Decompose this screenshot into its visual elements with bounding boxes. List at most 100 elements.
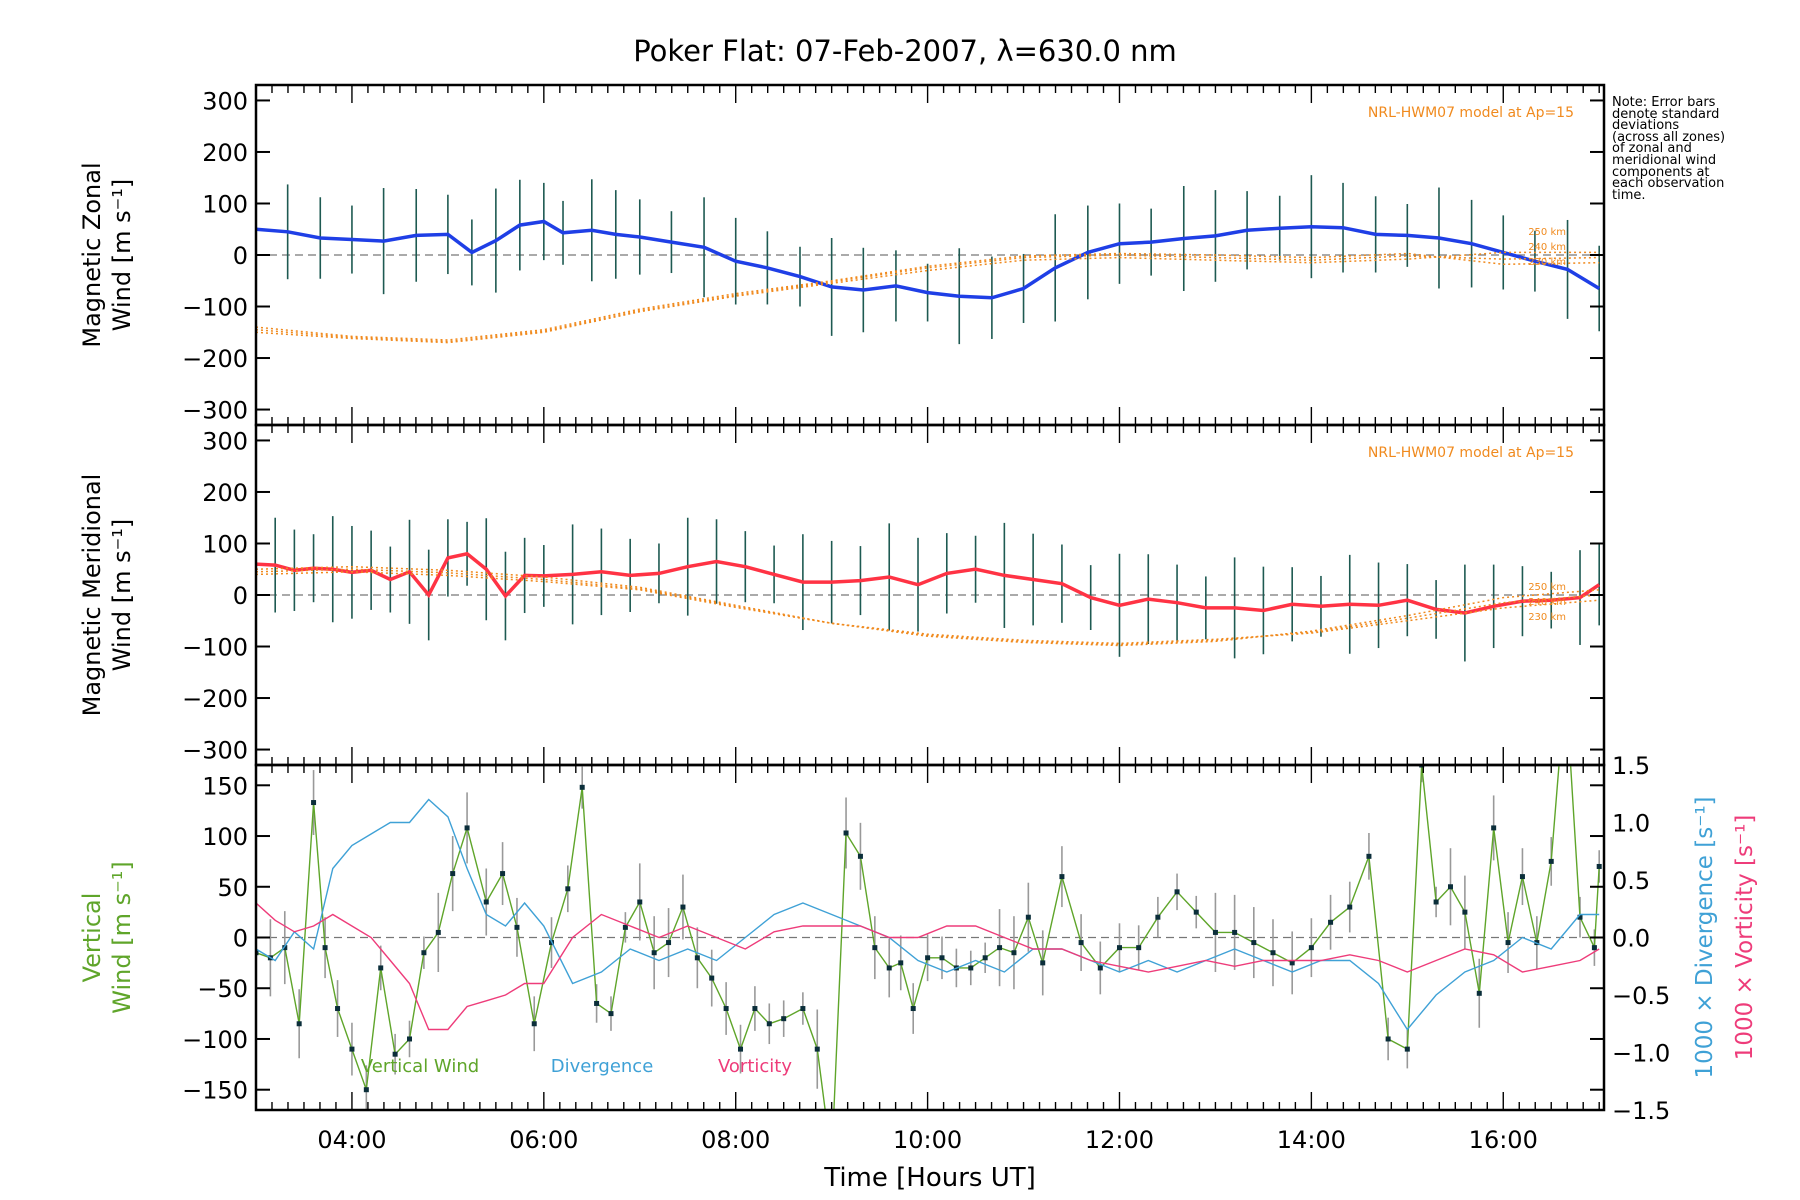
vertical-wind-point	[378, 965, 384, 971]
vertical-wind-point	[1519, 874, 1525, 880]
vertical-wind-point	[1078, 940, 1084, 946]
model-altitude-label: 250 km	[1528, 227, 1566, 238]
vertical-wind-point	[514, 924, 520, 930]
model-altitude-label: 230 km	[1528, 612, 1566, 623]
x-tick-label: 06:00	[509, 1126, 578, 1154]
y-tick-label: −300	[182, 397, 248, 425]
vertical-wind-point	[1025, 914, 1031, 920]
vertical-wind-point	[407, 1036, 413, 1042]
chart-title: Poker Flat: 07-Feb-2007, λ=630.0 nm	[633, 34, 1177, 68]
y2-tick-label: 1.0	[1612, 810, 1650, 838]
series-line-nrl-hwm07-250-km	[256, 565, 1600, 647]
legend-label: Vorticity	[718, 1056, 792, 1077]
y2-axis-label-divergence: 1000 × Divergence [s⁻¹]	[1692, 796, 1718, 1078]
vertical-wind-point	[1366, 853, 1372, 859]
vertical-wind-point	[1385, 1036, 1391, 1042]
vertical-wind-point	[1347, 904, 1353, 910]
model-label: NRL-HWM07 model at Ap=15	[1368, 445, 1574, 461]
vertical-wind-point	[594, 1000, 600, 1006]
vertical-wind-point	[766, 1021, 772, 1027]
series-line-nrl-hwm07-240-km	[256, 254, 1600, 343]
y-tick-label: 0	[233, 582, 248, 610]
vertical-wind-point	[311, 800, 317, 806]
plot-area	[256, 516, 1604, 662]
vertical-wind-point	[1548, 858, 1554, 864]
series-line-zonal-wind	[256, 219, 1601, 300]
vertical-wind-point	[886, 965, 892, 971]
vertical-wind-point	[1040, 960, 1046, 966]
vertical-wind-point	[579, 784, 585, 790]
vertical-wind-point	[1289, 960, 1295, 966]
y2-tick-label: 0.0	[1612, 925, 1650, 953]
vertical-wind-point	[694, 955, 700, 961]
vertical-wind-point	[1577, 914, 1583, 920]
x-tick-label: 10:00	[893, 1126, 962, 1154]
model-altitude-label: 240 km	[1528, 242, 1566, 253]
y-tick-label: 300	[202, 427, 248, 455]
vertical-wind-point	[349, 1046, 355, 1052]
x-tick-label: 08:00	[701, 1126, 770, 1154]
vertical-wind-point	[450, 871, 456, 877]
y-tick-label: −200	[182, 685, 248, 713]
vertical-wind-point	[565, 886, 571, 892]
vertical-wind-point	[781, 1016, 787, 1022]
vertical-wind-point	[1212, 929, 1218, 935]
vertical-wind-point	[1433, 899, 1439, 905]
y-tick-label: 200	[202, 479, 248, 507]
vertical-wind-point	[738, 1046, 744, 1052]
y-tick-label: −150	[182, 1077, 248, 1105]
vertical-wind-point	[1155, 914, 1161, 920]
vertical-wind-point	[680, 904, 686, 910]
vertical-wind-point	[296, 1021, 302, 1027]
model-label: NRL-HWM07 model at Ap=15	[1368, 105, 1574, 121]
y-axis-label-line2: Wind [m s⁻¹]	[108, 519, 136, 671]
series-line-meridional-wind	[256, 551, 1601, 615]
vertical-wind-point	[1193, 909, 1199, 915]
vertical-wind-point	[910, 1006, 916, 1012]
vertical-wind-point	[1447, 884, 1453, 890]
x-axis-label: Time [Hours UT]	[823, 1163, 1036, 1193]
vertical-wind-point	[709, 975, 715, 981]
y2-tick-label: −0.5	[1612, 982, 1670, 1010]
y2-tick-label: −1.5	[1612, 1097, 1670, 1125]
vertical-wind-point	[1491, 825, 1497, 831]
series-line-nrl-hwm07-230-km	[256, 252, 1600, 341]
plot-area	[256, 175, 1604, 345]
y-tick-label: 300	[202, 87, 248, 115]
error-bars-0	[256, 175, 1601, 345]
vertical-wind-point	[282, 945, 288, 951]
vertical-wind-point	[651, 950, 657, 956]
y-axis-label-line2: Wind [m s⁻¹]	[108, 861, 136, 1013]
y-tick-label: 50	[217, 874, 248, 902]
series-line-nrl-hwm07-240-km	[256, 568, 1600, 646]
model-altitude-label: 230 km	[1528, 257, 1566, 268]
y-axis-label-line1: Magnetic Meridional	[78, 474, 106, 717]
meridional-wind-panel: 300 200 100 0 −100 −200 −300 Magnetic Meridiona…	[78, 423, 1606, 767]
y-tick-label: −100	[182, 1026, 248, 1054]
error-bar-note: Note: Error bars denote standard deviati…	[1612, 95, 1726, 203]
vertical-wind-point	[363, 1087, 369, 1093]
y-tick-label: −50	[197, 975, 248, 1003]
vertical-wind-point	[939, 955, 945, 961]
vertical-wind-point	[968, 965, 974, 971]
vertical-wind-point	[1476, 990, 1482, 996]
vertical-wind-point	[637, 899, 643, 905]
vertical-wind-point	[1116, 945, 1122, 951]
series-line-divergence	[256, 798, 1600, 1031]
vertical-wind-point	[1404, 1046, 1410, 1052]
vertical-wind-point	[500, 871, 506, 877]
vertical-wind-point	[1011, 950, 1017, 956]
x-tick-label: 16:00	[1469, 1126, 1538, 1154]
vertical-wind-point	[997, 945, 1003, 951]
vertical-wind-point	[483, 899, 489, 905]
vertical-wind-point	[1136, 945, 1142, 951]
vertical-wind-point	[752, 1006, 758, 1012]
y-axis-label-line1: Vertical	[78, 893, 106, 983]
vertical-wind-point	[1462, 909, 1468, 915]
y-axis-label-line1: Magnetic Zonal	[78, 162, 106, 347]
series-line-vorticity	[256, 902, 1600, 1031]
vertical-wind-point	[1591, 945, 1597, 951]
y2-tick-label: 1.5	[1612, 752, 1650, 780]
vertical-wind-point	[435, 929, 441, 935]
